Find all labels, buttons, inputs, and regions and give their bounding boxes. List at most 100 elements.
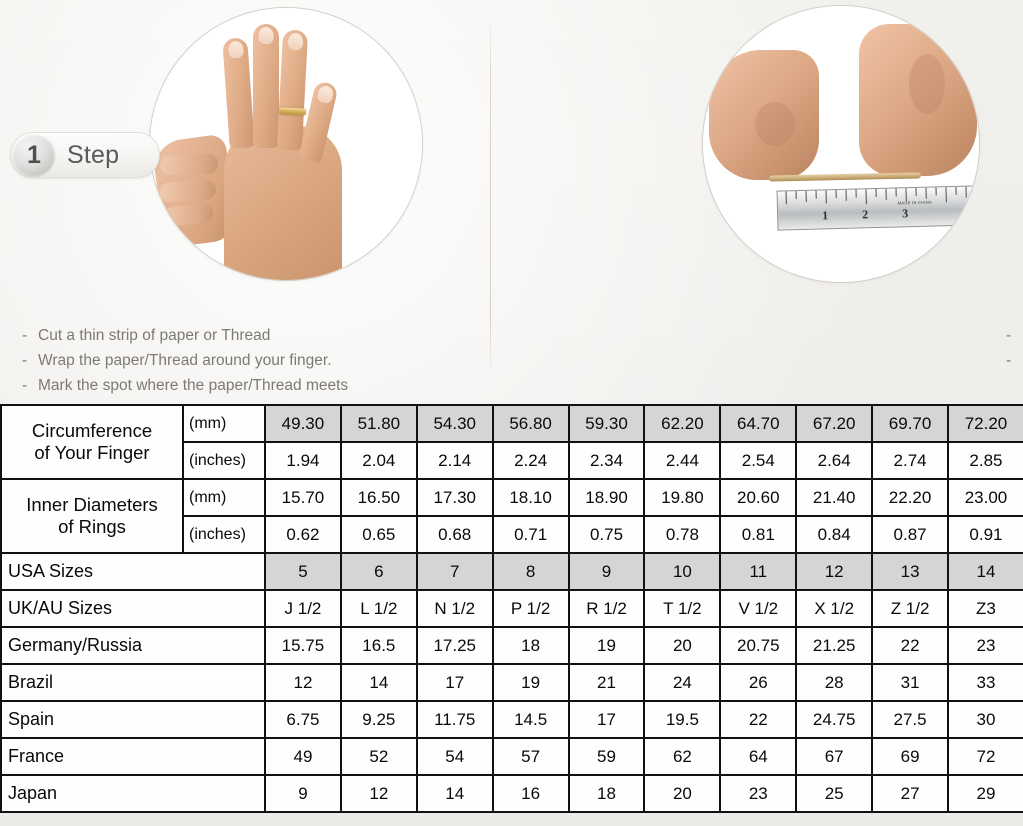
table-row: Germany/Russia 15.75 16.5 17.25 18 19 20 20.75 2… (0, 626, 1023, 665)
country-size-cell: 25 (795, 774, 874, 813)
table-row: (inches) 1.94 2.04 2.14 2.24 2.34 2.44 2.54 2.64… (1, 441, 1023, 480)
country-size-cell: X 1/2 (795, 589, 874, 628)
table-body: Circumference of Your Finger (mm) 49.30 51.8… (0, 404, 1023, 813)
instruction-line: - Cut a thin strip of paper or Thread (22, 323, 482, 348)
dash-bullet-icon: - (22, 327, 28, 344)
country-size-cell: 24 (643, 663, 722, 702)
measurement-value-cell: 62.20 (643, 404, 722, 443)
measurement-row-label: Inner Diameters of Rings (0, 478, 184, 554)
measurement-row-label-line: of Rings (58, 516, 126, 537)
country-size-cell: 16.5 (339, 626, 418, 665)
country-size-cell: 69 (871, 737, 950, 776)
measurement-value-cell: 0.68 (415, 515, 494, 554)
country-size-cell: 23 (719, 774, 798, 813)
country-size-cell: 67 (795, 737, 874, 776)
measurement-value-cell: 0.75 (567, 515, 646, 554)
country-size-cell: 7 (415, 552, 494, 591)
country-size-cell: 28 (795, 663, 874, 702)
country-size-cell: 59 (567, 737, 646, 776)
measurement-unit-label: (inches) (182, 515, 266, 554)
measurement-value-cell: 16.50 (339, 478, 418, 517)
index-finger (222, 37, 255, 149)
country-size-cell: 6 (339, 552, 418, 591)
measurement-value-cell: 2.24 (491, 441, 570, 480)
table-row: Circumference of Your Finger (mm) 49.30 51.8… (0, 404, 1023, 480)
country-row-label: Japan (0, 774, 266, 813)
country-size-cell: 8 (491, 552, 570, 591)
country-row-label: Brazil (0, 663, 266, 702)
country-size-cell: 31 (871, 663, 950, 702)
country-size-cell: 18 (491, 626, 570, 665)
measurement-value-cell: 67.20 (795, 404, 874, 443)
country-size-cell: N 1/2 (415, 589, 494, 628)
country-size-cell: 19 (567, 626, 646, 665)
country-size-cell: 20 (643, 774, 722, 813)
country-size-cell: T 1/2 (643, 589, 722, 628)
country-size-cell: V 1/2 (719, 589, 798, 628)
measurement-value-cell: 19.80 (643, 478, 722, 517)
measurement-unit-label: (mm) (182, 404, 266, 443)
thread-measured-with-ruler-photo: 1 2 3 MADE IN CHINA (703, 6, 979, 282)
country-size-cell: 12 (795, 552, 874, 591)
country-size-cell: 18 (567, 774, 646, 813)
ruler-mark: 3 (901, 206, 909, 221)
country-size-cell: 19 (491, 663, 570, 702)
country-size-cell: 24.75 (795, 700, 874, 739)
measurement-value-cell: 1.94 (264, 441, 342, 480)
country-size-cell: 16 (491, 774, 570, 813)
table-row: Inner Diameters of Rings (mm) 15.70 16.50 17.… (0, 478, 1023, 554)
instruction-line: - Wrap the paper/Thread around your finge… (22, 348, 482, 373)
country-size-cell: 14 (415, 774, 494, 813)
country-size-cell: 17 (415, 663, 494, 702)
country-size-cell: 15.75 (264, 626, 342, 665)
table-row: Spain 6.75 9.25 11.75 14.5 17 19.5 22 24.75 27.5 3… (0, 700, 1023, 739)
country-size-cell: 6.75 (264, 700, 342, 739)
instruction-line: - Mark the spot where the paper/Thread me… (22, 373, 482, 398)
measurement-value-cell: 0.62 (264, 515, 342, 554)
right-hand-shape (859, 24, 977, 176)
country-size-cell: 21 (567, 663, 646, 702)
country-row-label: Germany/Russia (0, 626, 266, 665)
measurement-value-cell: 18.10 (491, 478, 570, 517)
measurement-value-cell: 20.60 (719, 478, 798, 517)
table-row: Japan 9 12 14 16 18 20 23 25 27 29 (0, 774, 1023, 813)
step-2-instructions: -Measure the length of the thread with y… (1006, 323, 1023, 373)
country-size-cell: R 1/2 (567, 589, 646, 628)
measurement-row-label: Circumference of Your Finger (0, 404, 184, 480)
measurement-value-cell: 0.91 (947, 515, 1023, 554)
country-size-cell: 9.25 (339, 700, 418, 739)
measurement-value-cell: 2.34 (567, 441, 646, 480)
measurement-value-cell: 22.20 (871, 478, 950, 517)
ruler-mark: 1 (821, 208, 829, 223)
country-size-cell: 19.5 (643, 700, 722, 739)
measurement-row-label-line: of Your Finger (34, 442, 150, 463)
measurement-value-cell: 0.87 (871, 515, 950, 554)
measurement-value-cell: 64.70 (719, 404, 798, 443)
country-size-cell: 11.75 (415, 700, 494, 739)
measurement-value-cell: 0.81 (719, 515, 798, 554)
country-size-cell: 22 (871, 626, 950, 665)
measurement-value-cell: 2.14 (415, 441, 494, 480)
steps-area: 1 Step - Cut a thin strip of paper or Thr… (0, 0, 1023, 402)
panel-divider (490, 0, 491, 396)
country-size-cell: 49 (264, 737, 342, 776)
measurement-value-cell: 21.40 (795, 478, 874, 517)
measurement-value-cell: 15.70 (264, 478, 342, 517)
measurement-value-cell: 59.30 (567, 404, 646, 443)
dash-bullet-icon: - (1006, 327, 1012, 344)
country-size-cell: Z 1/2 (871, 589, 950, 628)
instruction-line: -Use the following chart to determine yo… (1006, 348, 1023, 373)
measurement-value-cell: 2.64 (795, 441, 874, 480)
ruler-icon: 1 2 3 MADE IN CHINA (776, 185, 978, 231)
country-size-cell: 10 (643, 552, 722, 591)
instruction-text: Mark the spot where the paper/Thread mee… (38, 377, 349, 394)
country-size-cell: 9 (567, 552, 646, 591)
ruler-brand-text: MADE IN CHINA (897, 199, 933, 206)
country-size-cell: 13 (871, 552, 950, 591)
measurement-value-cell: 23.00 (947, 478, 1023, 517)
dash-bullet-icon: - (1006, 352, 1012, 369)
dash-bullet-icon: - (22, 352, 28, 369)
gold-ring-icon (278, 107, 307, 116)
measurement-value-cell: 0.78 (643, 515, 722, 554)
